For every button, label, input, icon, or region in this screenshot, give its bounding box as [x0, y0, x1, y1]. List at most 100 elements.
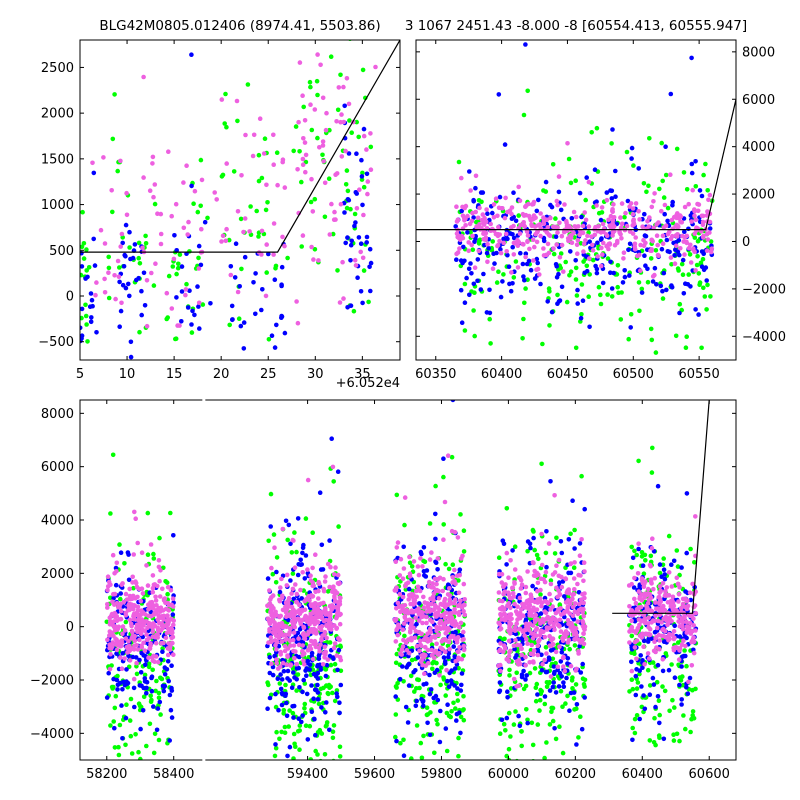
- point: [123, 742, 128, 748]
- point: [106, 270, 111, 275]
- point: [630, 686, 636, 692]
- point: [511, 235, 517, 241]
- point: [123, 591, 129, 597]
- point: [434, 587, 440, 593]
- point: [219, 174, 225, 179]
- point: [461, 717, 467, 723]
- point: [151, 704, 156, 709]
- point: [434, 641, 439, 647]
- point: [559, 284, 565, 290]
- point: [464, 275, 469, 281]
- point: [406, 683, 412, 688]
- point: [548, 202, 553, 208]
- point: [420, 564, 425, 569]
- point: [361, 126, 367, 132]
- point: [296, 636, 301, 641]
- model-line: [416, 99, 736, 231]
- point: [566, 637, 572, 643]
- point: [585, 233, 590, 239]
- point: [106, 579, 112, 585]
- y-tick-label: −2000: [742, 282, 786, 297]
- point: [300, 93, 305, 98]
- point: [166, 608, 172, 613]
- point: [681, 291, 687, 296]
- point: [501, 649, 506, 655]
- point: [418, 609, 424, 615]
- point: [274, 657, 279, 662]
- point: [600, 280, 606, 286]
- point: [466, 266, 472, 272]
- point: [452, 619, 458, 624]
- point: [277, 614, 282, 620]
- point: [131, 676, 137, 682]
- point: [127, 229, 132, 235]
- point: [544, 627, 550, 632]
- point: [294, 549, 299, 555]
- point: [133, 516, 138, 521]
- point: [118, 308, 124, 314]
- point: [552, 493, 557, 498]
- point: [85, 339, 90, 344]
- point: [608, 213, 614, 219]
- point: [566, 537, 572, 542]
- point: [553, 736, 559, 742]
- point: [635, 253, 640, 259]
- point: [364, 147, 369, 152]
- point: [594, 270, 600, 276]
- point: [135, 540, 140, 546]
- point: [506, 590, 511, 595]
- point: [134, 671, 140, 677]
- point: [223, 238, 229, 244]
- point: [689, 161, 695, 167]
- point: [171, 533, 176, 538]
- point: [457, 624, 462, 630]
- point: [284, 713, 290, 719]
- point: [280, 660, 286, 666]
- point: [571, 209, 577, 215]
- point: [611, 270, 616, 276]
- point: [560, 655, 566, 661]
- point: [484, 310, 490, 315]
- point: [671, 732, 676, 737]
- point: [319, 624, 325, 629]
- point: [552, 551, 558, 556]
- point: [424, 705, 430, 710]
- point: [543, 645, 549, 650]
- point: [433, 693, 439, 699]
- point: [568, 269, 574, 274]
- point: [440, 602, 445, 608]
- point: [393, 617, 399, 622]
- point: [619, 236, 624, 241]
- point: [299, 179, 304, 185]
- point: [80, 315, 84, 321]
- point: [148, 641, 153, 646]
- point: [174, 271, 179, 277]
- point: [196, 243, 202, 249]
- point: [535, 652, 541, 658]
- point: [665, 205, 671, 211]
- point: [275, 666, 281, 671]
- point: [565, 618, 571, 623]
- point: [587, 272, 592, 277]
- point: [574, 666, 579, 672]
- point: [80, 325, 83, 331]
- point: [434, 628, 439, 634]
- point: [297, 728, 302, 733]
- point: [557, 670, 563, 676]
- point: [288, 626, 293, 631]
- point: [139, 644, 145, 650]
- point: [537, 272, 542, 277]
- point: [274, 647, 279, 652]
- point: [679, 697, 684, 702]
- point: [360, 202, 365, 208]
- point: [582, 695, 587, 700]
- point: [83, 302, 88, 308]
- point: [545, 225, 551, 230]
- point: [637, 308, 642, 314]
- point: [107, 629, 113, 634]
- point: [400, 576, 406, 581]
- point: [143, 241, 149, 246]
- point: [173, 201, 179, 207]
- point: [468, 230, 473, 235]
- point: [543, 669, 549, 675]
